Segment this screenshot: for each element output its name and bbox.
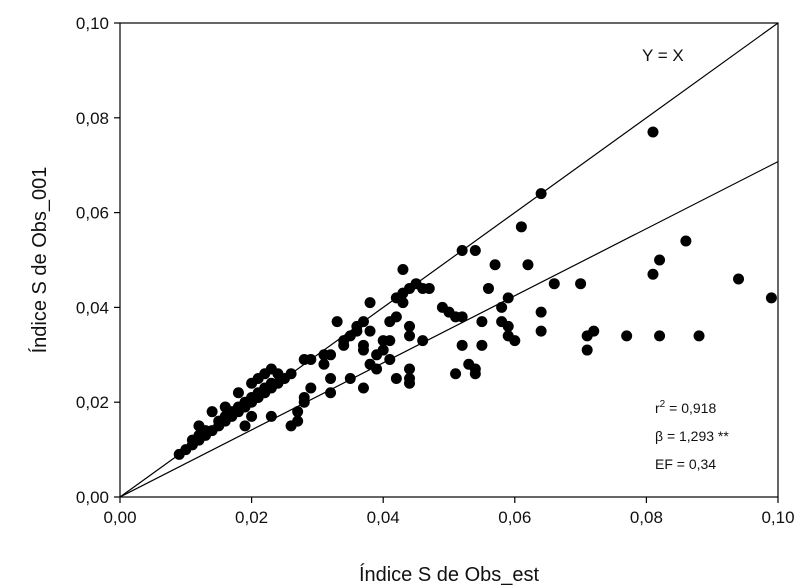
data-point [647,268,659,280]
data-point [647,126,659,138]
x-tick-label: 0,04 [367,508,400,527]
data-point [292,406,304,418]
data-point [680,235,692,247]
data-point [246,410,258,422]
data-point [325,373,337,384]
data-point [219,401,231,413]
data-point [469,245,481,257]
y-axis-title: Índice S de Obs_001 [28,167,51,354]
ef-annotation: EF = 0,34 [655,456,716,472]
data-point [733,273,745,285]
data-point [489,259,501,271]
data-point [423,282,435,294]
x-tick-label: 0,02 [235,508,268,527]
data-point [456,245,468,257]
data-point [325,349,337,361]
data-point [476,316,488,328]
data-point [404,320,416,332]
data-point [515,221,527,233]
data-point [371,363,383,375]
data-point [535,188,547,200]
data-point [654,254,666,266]
data-point [404,363,416,375]
data-point [206,406,218,418]
r-squared-annotation: r2 = 0,918 [655,399,716,416]
data-point [338,339,350,351]
data-point [476,339,488,351]
data-point [357,344,369,356]
data-point [502,292,514,304]
data-point [298,396,310,408]
data-point [364,297,376,309]
data-point [693,330,705,342]
plot-frame [119,22,779,498]
data-point [305,354,317,366]
data-point [390,311,402,323]
y-axis-ticks: 0,00 0,02 0,04 0,06 0,08 0,10 [76,14,120,507]
data-point [318,358,330,370]
data-point [305,382,317,394]
data-point [535,325,547,337]
beta-annotation: β = 1,293 ** [655,428,729,444]
data-point [390,373,402,384]
data-point [344,373,356,384]
data-point [581,344,593,356]
x-tick-label: 0,10 [761,508,794,527]
y-tick-label: 0,08 [76,109,109,128]
x-tick-label: 0,08 [630,508,663,527]
data-point [588,325,600,337]
regression-line [119,161,779,498]
data-point [502,320,514,332]
data-point [377,344,389,356]
data-points [173,126,777,460]
data-point [292,415,304,427]
data-point [285,368,297,380]
data-point [417,335,429,347]
x-tick-label: 0,00 [103,508,136,527]
data-point [621,330,633,342]
data-point [456,311,468,323]
data-point [193,420,205,432]
data-point [548,278,560,290]
x-tick-label: 0,06 [498,508,531,527]
identity-line-label: Y = X [642,46,684,65]
data-point [450,368,462,380]
data-point [272,368,284,380]
data-point [239,420,251,432]
r2-value: = 0,918 [665,400,716,416]
data-point [384,354,396,366]
data-point [575,278,587,290]
data-point [535,306,547,318]
data-point [364,325,376,337]
data-point [397,263,409,275]
r2-prefix: r [655,400,660,416]
y-tick-label: 0,06 [76,204,109,223]
data-point [404,330,416,342]
y-tick-label: 0,02 [76,393,109,412]
data-point [397,297,409,309]
data-point [522,259,534,271]
data-point [456,339,468,351]
data-point [384,335,396,347]
y-tick-label: 0,04 [76,298,109,317]
data-point [509,335,521,347]
data-point [232,387,244,399]
data-point [357,382,369,394]
data-point [654,330,666,342]
data-point [404,377,416,389]
data-point [482,282,494,294]
data-point [765,292,777,304]
data-point [331,316,343,328]
y-tick-label: 0,00 [76,488,109,507]
data-point [325,387,337,399]
x-axis-title: Índice S de Obs_est [359,563,540,586]
data-point [265,410,277,422]
data-point [469,368,481,380]
data-point [357,316,369,328]
y-tick-label: 0,10 [76,14,109,33]
x-axis-ticks: 0,00 0,02 0,04 0,06 0,08 0,10 [103,497,795,527]
r2-superscript: 2 [660,399,666,410]
data-point [496,301,508,313]
